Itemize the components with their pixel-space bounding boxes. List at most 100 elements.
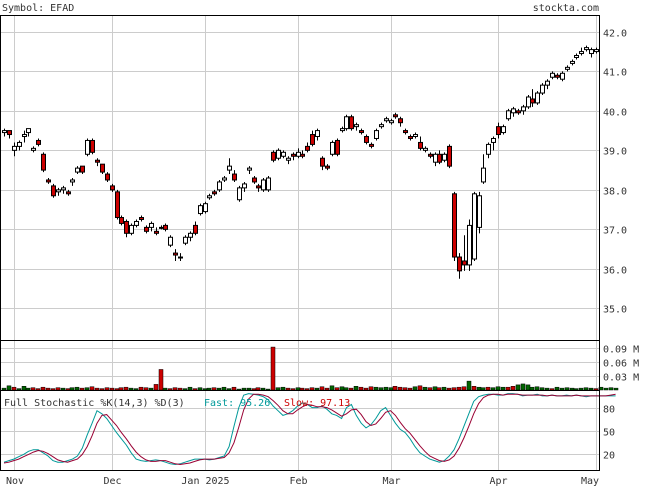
candle-body	[291, 153, 296, 157]
candle-body	[300, 153, 305, 157]
price-tick-label: 41.0	[603, 68, 627, 79]
candle-body	[349, 116, 354, 130]
candle	[574, 53, 579, 60]
candle	[2, 128, 7, 137]
volume-bar	[118, 387, 124, 391]
candle	[374, 128, 379, 141]
candle-body	[80, 165, 85, 173]
candle	[212, 189, 217, 196]
volume-bar	[451, 387, 457, 391]
candle	[472, 191, 477, 261]
volume-axis: 0.09 M 0.06 M 0.03 M	[603, 345, 639, 384]
candle-body	[369, 143, 374, 147]
volume-bar	[128, 387, 134, 391]
candle-body	[521, 106, 526, 112]
volume-bar	[221, 386, 227, 391]
candle-body	[477, 195, 482, 228]
volume-bar	[16, 388, 22, 391]
candle-body	[486, 143, 491, 155]
fast-value: Fast: 95.26	[204, 398, 270, 409]
volume-bar	[123, 386, 129, 391]
volume-bar	[255, 387, 261, 391]
candle-body	[222, 177, 227, 181]
candle-body	[403, 130, 408, 134]
volume-bar	[417, 385, 423, 391]
volume-bar	[30, 387, 36, 391]
candle	[183, 235, 188, 246]
candle-body	[271, 151, 276, 161]
candle	[129, 223, 134, 236]
candle-body	[330, 141, 335, 155]
volume-bar	[260, 387, 266, 391]
candle-body	[119, 217, 124, 224]
volume-bar	[270, 346, 276, 391]
candle	[266, 176, 271, 192]
volume-tick-label: 0.03 M	[603, 373, 639, 384]
volume-bar	[358, 386, 364, 391]
volume-bar	[1, 387, 7, 391]
candle	[359, 128, 364, 135]
volume-bar	[251, 388, 257, 391]
candle-body	[589, 49, 594, 55]
volume-bar	[114, 388, 120, 391]
candle-body	[526, 96, 531, 108]
candle-body	[51, 185, 56, 197]
volume-bar	[241, 387, 247, 391]
volume-bar	[226, 388, 232, 391]
volume-bar	[427, 387, 433, 391]
candle-body	[310, 134, 315, 145]
candle-body	[85, 139, 90, 155]
candle	[437, 150, 442, 165]
candle	[139, 215, 144, 222]
volume-bar	[89, 386, 95, 391]
candle	[457, 253, 462, 279]
candle-body	[335, 139, 340, 155]
candle	[555, 73, 560, 80]
candle-body	[173, 252, 178, 256]
volume-bar	[295, 387, 301, 391]
candle-body	[472, 193, 477, 260]
price-candles	[2, 45, 599, 279]
volume-bar	[304, 388, 310, 391]
candle	[418, 136, 423, 151]
volume-bar	[172, 387, 178, 391]
candle	[198, 203, 203, 216]
candle	[579, 47, 584, 56]
volume-bar	[559, 387, 565, 391]
volume-bar	[520, 383, 526, 391]
candle	[252, 176, 257, 184]
candle-body	[7, 130, 12, 136]
candle	[12, 142, 17, 157]
candle-body	[437, 153, 442, 163]
candle-body	[212, 191, 217, 195]
candle	[413, 132, 418, 139]
volume-bar	[84, 387, 90, 391]
candle	[159, 225, 164, 230]
candle	[570, 59, 575, 66]
volume-bar	[608, 387, 614, 391]
candle-body	[501, 126, 506, 134]
candle-body	[320, 157, 325, 167]
volume-bar	[392, 386, 398, 391]
candle-body	[46, 179, 51, 183]
candle	[560, 71, 565, 82]
volume-bar	[65, 388, 71, 391]
candle-body	[242, 183, 247, 189]
volume-bar	[314, 387, 320, 391]
volume-bar	[94, 387, 100, 391]
volume-bar	[432, 386, 438, 391]
candle-body	[115, 191, 120, 219]
volume-bar	[138, 386, 144, 391]
candle-body	[178, 256, 183, 259]
volume-bar	[285, 387, 291, 391]
candle	[222, 176, 227, 182]
candle	[462, 235, 467, 271]
candle	[511, 106, 516, 117]
volume-bar	[564, 387, 570, 391]
stochastic-k-line	[3, 393, 616, 466]
candle-body	[384, 118, 389, 122]
candle	[447, 144, 452, 169]
stochastic-axis: 80 50 20	[603, 405, 615, 462]
candle-body	[188, 232, 193, 238]
candle-body	[139, 217, 144, 220]
